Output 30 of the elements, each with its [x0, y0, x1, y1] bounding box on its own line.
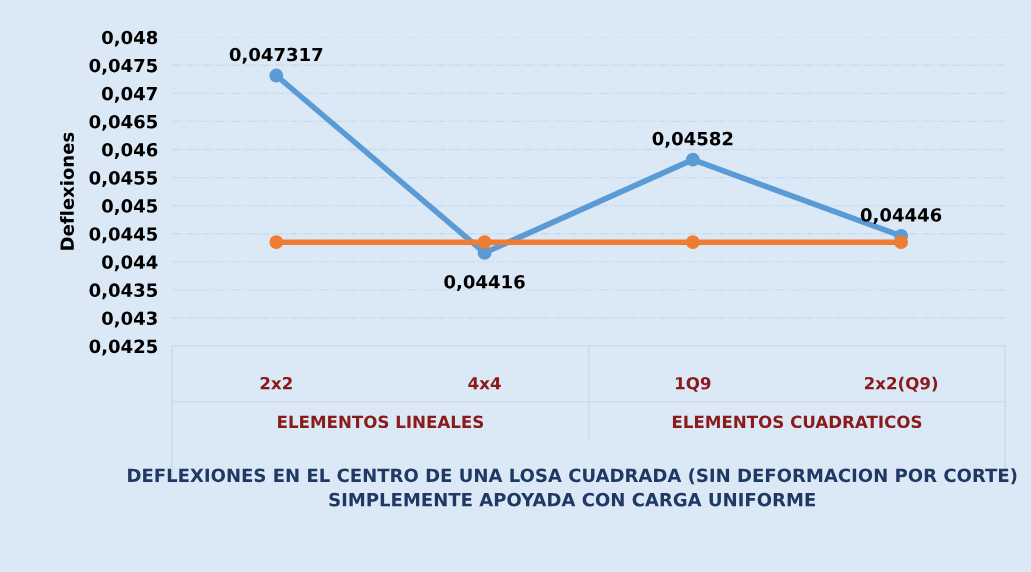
x-axis-title: DEFLEXIONES EN EL CENTRO DE UNA LOSA CUADRADA (SIN DEFORMACION POR CORTE) SIMPLEMENTE APOYADA CON CARGA UNIFORME: [128, 468, 1017, 507]
point: [894, 235, 909, 250]
y-tick-label: 0,047: [102, 86, 157, 103]
y-tick-label: 0,044: [102, 255, 158, 272]
y-tick-label: 0,0465: [89, 114, 158, 131]
data-label: 0,04582: [652, 131, 733, 148]
point: [477, 235, 492, 250]
y-tick-label: 0,048: [102, 30, 158, 47]
x-tick-label: 4x4: [468, 377, 501, 390]
y-tick-label: 0,0425: [89, 339, 158, 356]
point: [269, 235, 284, 250]
y-tick-label: 0,0435: [89, 283, 158, 300]
x-tick-label: 2x2: [260, 376, 292, 390]
point: [685, 152, 700, 167]
y-tick-label: 0,045: [102, 199, 158, 216]
y-tick-label: 0,0475: [89, 58, 158, 75]
y-axis-title: Deflexiones: [60, 132, 75, 250]
text: ELEMENTOS LINEALES: [278, 415, 484, 429]
y-tick-label: 0,0455: [89, 171, 158, 187]
data-label: 0,04446: [860, 208, 942, 225]
y-tick-label: 0,046: [102, 142, 158, 159]
x-tick-label: 1Q9: [676, 376, 711, 392]
point: [269, 68, 284, 83]
point: [685, 235, 700, 250]
y-tick-label: 0,0445: [89, 227, 158, 244]
data-label: 0,04416: [444, 274, 525, 291]
data-label: 0,047317: [229, 47, 323, 64]
text: ELEMENTOS CUADRATICOS: [672, 415, 922, 429]
x-tick-label: 2x2(Q9): [864, 376, 938, 392]
y-tick-label: 0,043: [102, 311, 157, 328]
